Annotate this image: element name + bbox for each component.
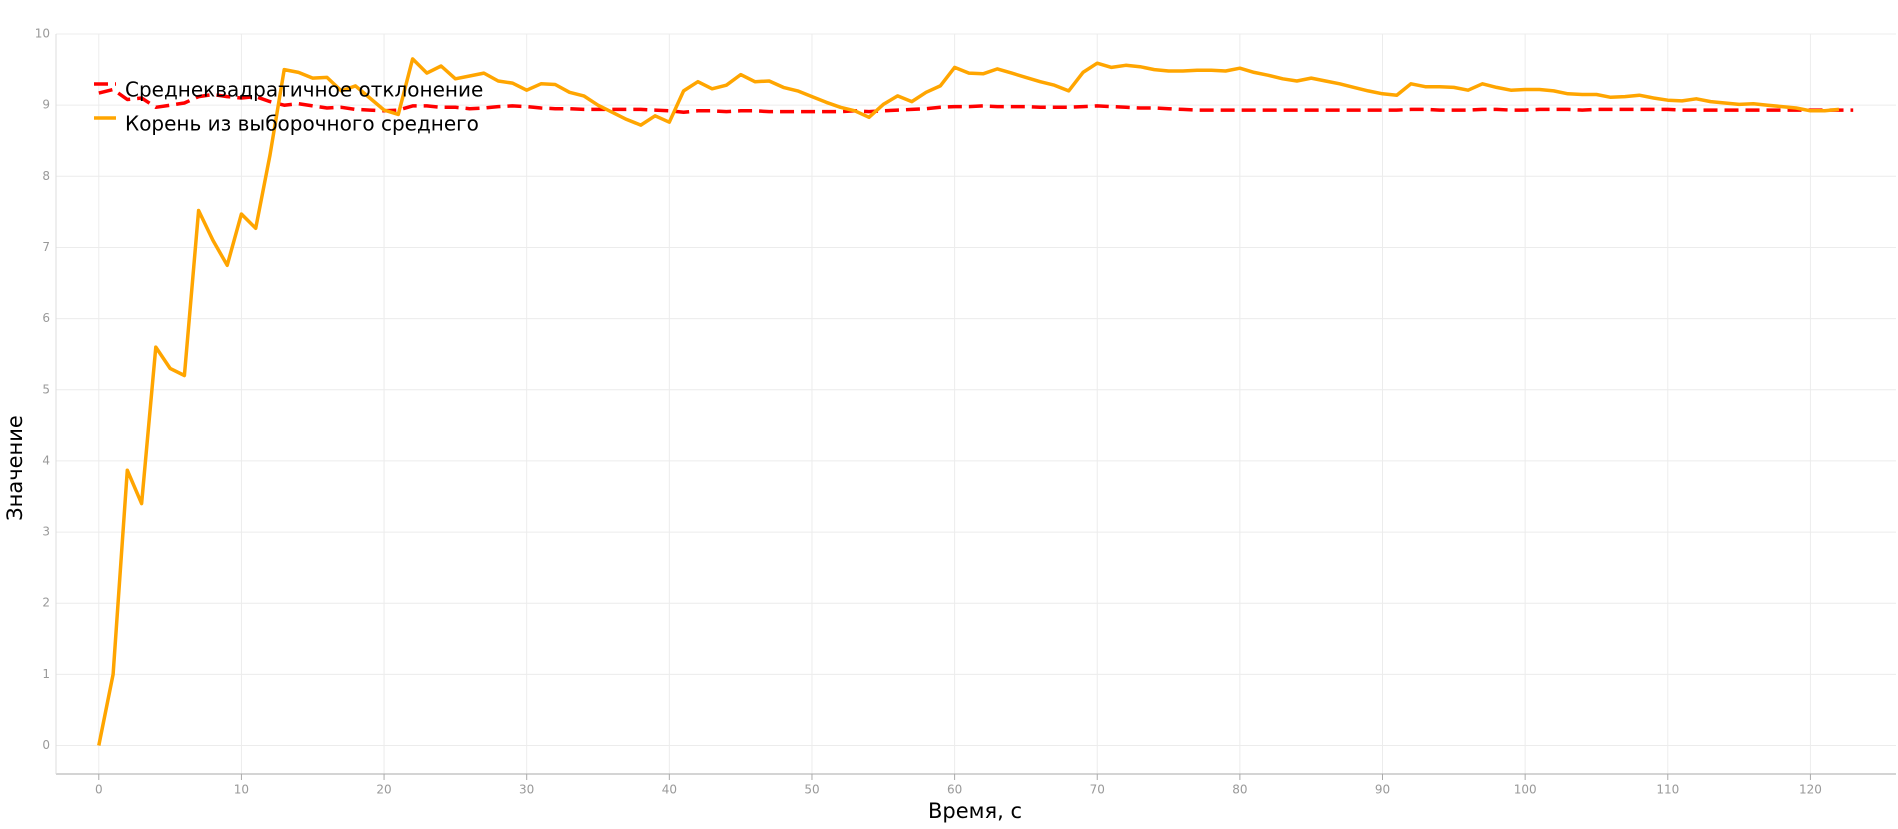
line-series <box>97 57 1840 746</box>
legend-label: Корень из выборочного среднего <box>125 112 479 136</box>
y-tick-label: 1 <box>42 667 50 681</box>
y-tick-label: 0 <box>42 738 50 752</box>
y-tick-label: 10 <box>35 27 50 41</box>
x-axis-label: Время, с <box>928 799 1022 823</box>
y-tick-label: 5 <box>42 382 50 396</box>
x-tick-label: 80 <box>1232 783 1247 797</box>
y-tick-label: 9 <box>42 98 50 112</box>
x-tick-label: 20 <box>376 783 391 797</box>
x-tick-label: 0 <box>95 783 103 797</box>
x-tick-label: 30 <box>519 783 534 797</box>
legend-label: Среднеквадратичное отклонение <box>125 78 483 102</box>
y-tick-label: 7 <box>42 240 50 254</box>
x-tick-label: 50 <box>804 783 819 797</box>
x-tick-label: 100 <box>1514 783 1537 797</box>
y-tick-label: 2 <box>42 596 50 610</box>
x-tick-label: 70 <box>1090 783 1105 797</box>
x-tick-label: 110 <box>1656 783 1679 797</box>
y-axis-label: Значение <box>3 415 27 521</box>
y-tick-label: 8 <box>42 169 50 183</box>
x-tick-label: 120 <box>1799 783 1822 797</box>
y-tick-label: 6 <box>42 311 50 325</box>
x-tick-label: 60 <box>947 783 962 797</box>
x-tick-label: 90 <box>1375 783 1390 797</box>
y-tick-label: 4 <box>42 453 50 467</box>
x-tick-label: 10 <box>234 783 249 797</box>
y-tick-label: 3 <box>42 525 50 539</box>
x-tick-label: 40 <box>662 783 677 797</box>
